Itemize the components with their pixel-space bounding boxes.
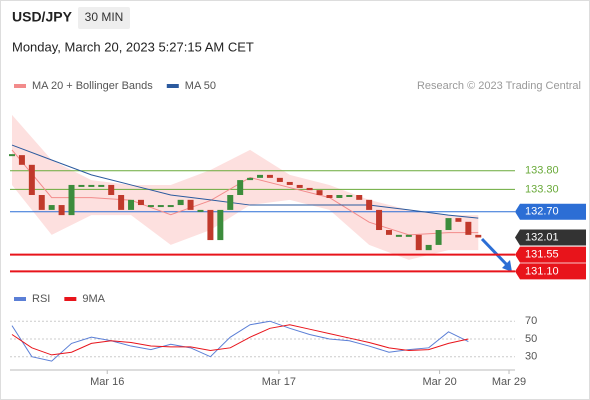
candle <box>197 209 204 212</box>
candle <box>266 174 273 178</box>
timeframe-badge <box>78 7 130 29</box>
candle <box>137 199 144 206</box>
y-tick-label: 30 <box>525 351 537 363</box>
candle <box>316 190 323 195</box>
x-tick-label: Mar 29 <box>492 376 526 388</box>
candle <box>336 195 343 198</box>
legend-swatch <box>64 297 77 301</box>
level-label: 133.30 <box>525 183 559 195</box>
candle <box>108 184 115 195</box>
level-label: 131.55 <box>525 249 559 261</box>
level-label: 133.80 <box>525 165 559 177</box>
candle <box>237 180 244 195</box>
candle <box>58 205 65 216</box>
legend-label: RSI <box>32 293 50 305</box>
candle <box>68 184 75 216</box>
level-label: 132.70 <box>525 206 559 218</box>
x-tick-label: Mar 16 <box>90 376 124 388</box>
candle <box>445 218 452 231</box>
level-box <box>515 263 586 280</box>
candle <box>326 195 333 198</box>
candle <box>28 164 35 195</box>
candle <box>306 187 313 191</box>
candle <box>9 154 15 157</box>
candle <box>286 181 293 185</box>
datetime: Monday, March 20, 2023 5:27:15 AM CET <box>12 39 254 54</box>
candle <box>18 155 25 165</box>
level-box <box>515 229 586 246</box>
candle <box>147 205 154 208</box>
candle <box>455 218 462 222</box>
level-box <box>515 203 586 220</box>
symbol: USD/JPY <box>12 9 73 25</box>
ma-line <box>11 144 479 219</box>
candle <box>415 234 422 251</box>
candle <box>167 205 174 208</box>
y-tick-label: 70 <box>525 315 537 327</box>
candle <box>247 177 254 181</box>
legend-swatch <box>166 84 179 88</box>
candle <box>296 184 303 188</box>
candle <box>366 199 373 210</box>
candle <box>48 205 55 210</box>
rsi-line <box>11 324 469 356</box>
candle <box>435 230 442 245</box>
level-label: 131.10 <box>525 265 559 277</box>
x-tick-label: Mar 17 <box>262 376 296 388</box>
legend-label: MA 20 + Bollinger Bands <box>32 80 153 92</box>
y-tick-label: 50 <box>525 333 537 345</box>
candle <box>346 195 353 197</box>
candle <box>207 209 214 241</box>
forecast-arrow-head <box>502 260 512 272</box>
legend-label: MA 50 <box>185 80 216 92</box>
candle <box>405 234 412 237</box>
candle <box>88 184 95 187</box>
legend-label: 9MA <box>82 293 105 305</box>
candle <box>276 177 283 182</box>
candle <box>118 195 125 210</box>
candle <box>356 195 363 200</box>
candle <box>395 234 402 237</box>
bollinger-band <box>12 114 479 260</box>
candle <box>157 205 164 208</box>
x-tick-label: Mar 20 <box>422 376 456 388</box>
rsi-line <box>11 320 469 362</box>
timeframe: 30 MIN <box>85 10 124 24</box>
legend-swatch <box>14 297 26 301</box>
candle <box>98 184 105 187</box>
forecast-arrow <box>480 237 510 268</box>
level-label: 132.01 <box>525 231 559 243</box>
level-box <box>515 246 586 263</box>
candle <box>187 199 194 210</box>
candle <box>38 195 45 210</box>
candle <box>425 244 432 251</box>
candle <box>385 230 392 235</box>
candle <box>78 184 85 187</box>
candle <box>128 199 135 210</box>
candle <box>227 195 234 210</box>
candle <box>475 234 482 238</box>
candle <box>217 209 224 241</box>
candle <box>177 199 184 206</box>
candle <box>257 174 264 178</box>
credit: Research © 2023 Trading Central <box>417 80 581 92</box>
candle <box>376 209 383 231</box>
legend-swatch <box>14 84 26 88</box>
candle <box>465 221 472 235</box>
